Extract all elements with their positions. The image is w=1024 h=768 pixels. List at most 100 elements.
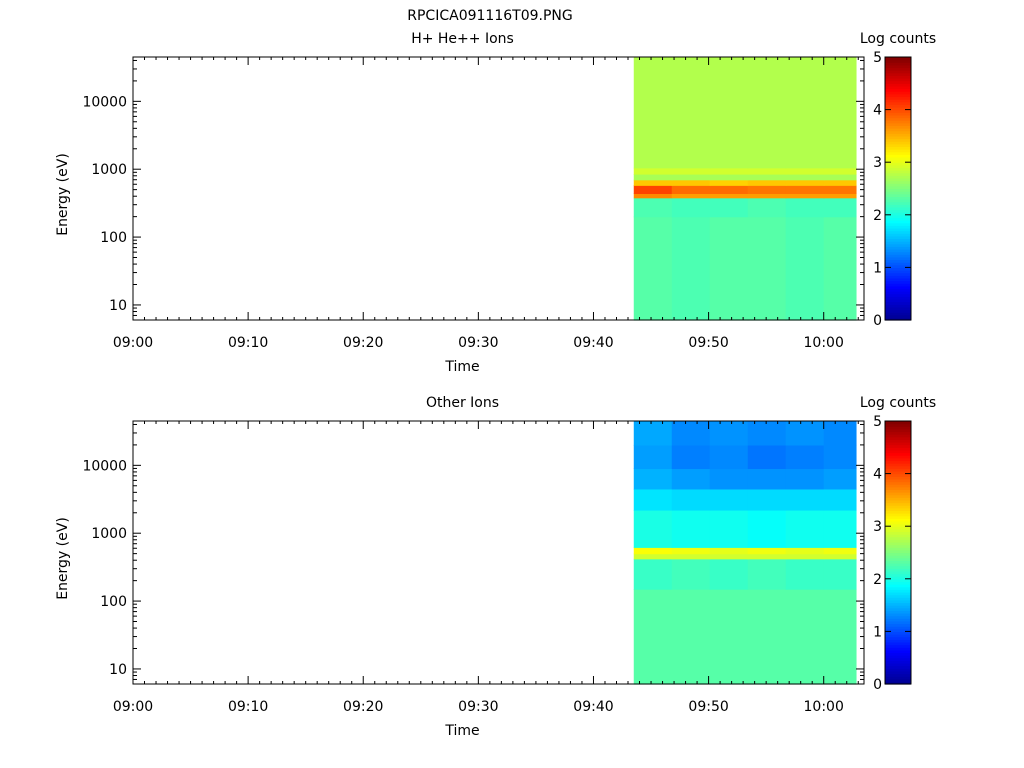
colorbar-segment [885,149,911,153]
heatmap-cell [747,193,787,199]
colorbar-segment [885,634,911,638]
heatmap-cell [785,488,825,511]
colorbar-segment [885,628,911,632]
heatmap-cell [785,173,825,181]
heatmap-cell [709,185,749,194]
colorbar-segment [885,270,911,274]
heatmap-cell [709,488,749,511]
heatmap-cell [823,216,857,321]
colorbar-segment [885,520,911,525]
colorbar-frame [884,420,912,685]
colorbar-segment [885,444,911,448]
colorbar-segment [885,196,911,200]
colorbar-segment [885,442,911,446]
colorbar-segment [885,75,911,79]
colorbar-segment [885,233,911,237]
colorbar-segment [885,222,911,226]
colorbar-segment [885,436,911,441]
heatmap-cell [823,558,857,590]
colorbar-segment [885,135,911,140]
colorbar-segment [885,631,911,635]
heatmap-cell [709,589,749,685]
heatmap-cell [823,509,857,548]
colorbar-segment [885,122,911,126]
heatmap-cell [671,185,711,194]
colorbar-segment [885,177,911,182]
colorbar-segment [885,463,911,467]
colorbar-segment [885,130,911,134]
colorbar-segment [885,468,911,472]
colorbar-segment [885,644,911,648]
colorbar-segment [885,220,911,224]
colorbar-segment [885,62,911,66]
colorbar-segment [885,280,911,284]
heatmap-cell [747,558,787,590]
colorbar-segment [885,254,911,258]
colorbar-segment [885,104,911,108]
heatmap-cell [709,547,749,555]
heatmap-cell [709,509,749,548]
colorbar-segment [885,657,911,661]
colorbar-segment [885,626,911,630]
colorbar-segment [885,578,911,583]
heatmap-cell [671,468,711,490]
heatmap-cell [747,173,787,181]
heatmap-cell [633,193,673,199]
heatmap-cell [671,558,711,590]
colorbar-segment [885,262,911,266]
colorbar-segment [885,314,911,318]
colorbar-tick-label: 4 [873,103,882,119]
colorbar-segment [885,541,911,546]
heatmap-cell [785,509,825,548]
colorbar-segment [885,563,911,567]
colorbar-tick-label: 5 [873,414,882,430]
colorbar-tick-label: 3 [873,519,882,535]
colorbar-segment [885,251,911,255]
colorbar-segment [885,639,911,643]
colorbar-segment [885,309,911,313]
colorbar-segment [885,212,911,216]
colorbar-segment [885,304,911,308]
panel-title: H+ He++ Ions [411,31,514,47]
figure-title: RPCICA091116T09.PNG [407,8,572,24]
x-tick-label: 10:00 [804,335,844,351]
colorbar-segment [885,204,911,208]
heatmap-cell [709,167,749,175]
heatmap-cell [709,558,749,590]
heatmap-cell [823,179,857,186]
heatmap-cells [633,57,857,321]
heatmap-cell [823,468,857,490]
colorbar-segment [885,230,911,234]
heatmap-cell [671,589,711,685]
colorbar-segment [885,660,911,664]
colorbar-segment [885,457,911,462]
colorbar-segment [885,507,911,512]
colorbar-segment [885,96,911,100]
colorbar-segment [885,531,911,535]
y-tick-label: 1000 [91,162,127,178]
colorbar-segment [885,214,911,219]
heatmap-cell [709,553,749,560]
heatmap-cell [747,553,787,560]
heatmap-cell [823,547,857,555]
colorbar-segment [885,489,911,493]
colorbar-segment [885,549,911,554]
colorbar-segment [885,570,911,575]
colorbar-segment [885,581,911,585]
colorbar-segment [885,243,911,247]
colorbar-segment [885,93,911,98]
heatmap-cell [633,547,673,555]
colorbar-segment [885,681,911,685]
colorbar-tick-label: 1 [873,260,882,276]
heatmap-cell [633,57,673,169]
colorbar-segment [885,662,911,667]
colorbar-segment [885,636,911,640]
colorbar-segment [885,665,911,669]
colorbar-segment [885,649,911,654]
colorbar-segment [885,431,911,435]
heatmap-cell [709,57,749,169]
colorbar-segment [885,256,911,261]
colorbar-segment [885,183,911,187]
colorbar-segment [885,647,911,651]
